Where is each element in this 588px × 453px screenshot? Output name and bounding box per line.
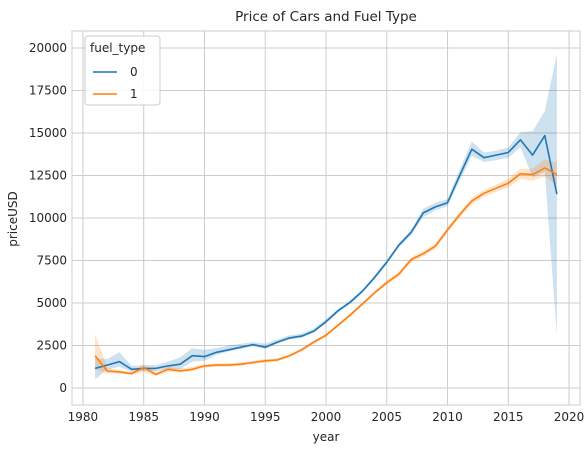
- y-tick-label: 15000: [29, 126, 67, 140]
- legend-label-1: 1: [130, 87, 138, 101]
- chart-title: Price of Cars and Fuel Type: [235, 9, 417, 25]
- x-tick-label: 1990: [189, 410, 220, 424]
- y-tick-label: 2500: [36, 339, 67, 353]
- x-tick-label: 1985: [128, 410, 159, 424]
- series-lines: [94, 134, 558, 376]
- series-line-1: [94, 167, 558, 376]
- x-tick-label: 1995: [250, 410, 281, 424]
- legend-items: 01: [93, 65, 138, 101]
- legend-title: fuel_type: [90, 41, 145, 55]
- y-tick-label: 10000: [29, 211, 67, 225]
- series-line-0: [94, 134, 558, 371]
- x-tick-label: 2015: [493, 410, 524, 424]
- legend: fuel_type 01: [84, 35, 161, 106]
- y-tick-label: 5000: [36, 296, 67, 310]
- legend-label-0: 0: [130, 65, 138, 79]
- x-tick-label: 2010: [432, 410, 463, 424]
- y-tick-label: 12500: [29, 169, 67, 183]
- x-tick-label: 1980: [68, 410, 99, 424]
- x-tick-label: 2000: [311, 410, 342, 424]
- y-tick-label: 20000: [29, 41, 67, 55]
- grid-lines: [72, 31, 580, 405]
- y-tick-label: 7500: [36, 254, 67, 268]
- y-axis-label: priceUSD: [6, 191, 20, 247]
- x-axis-label: year: [313, 430, 340, 444]
- x-tick-labels: 1980 1985 1990 1995 2000 2005 2010 2015 2020: [68, 410, 585, 424]
- x-tick-label: 2005: [371, 410, 402, 424]
- y-tick-labels: 0 2500 5000 7500 10000 12500 15000 17500 20000: [29, 41, 67, 395]
- plot-border: [71, 30, 581, 406]
- x-tick-label: 2020: [554, 410, 585, 424]
- y-tick-label: 0: [59, 381, 67, 395]
- y-tick-label: 17500: [29, 84, 67, 98]
- legend-box: [84, 35, 161, 106]
